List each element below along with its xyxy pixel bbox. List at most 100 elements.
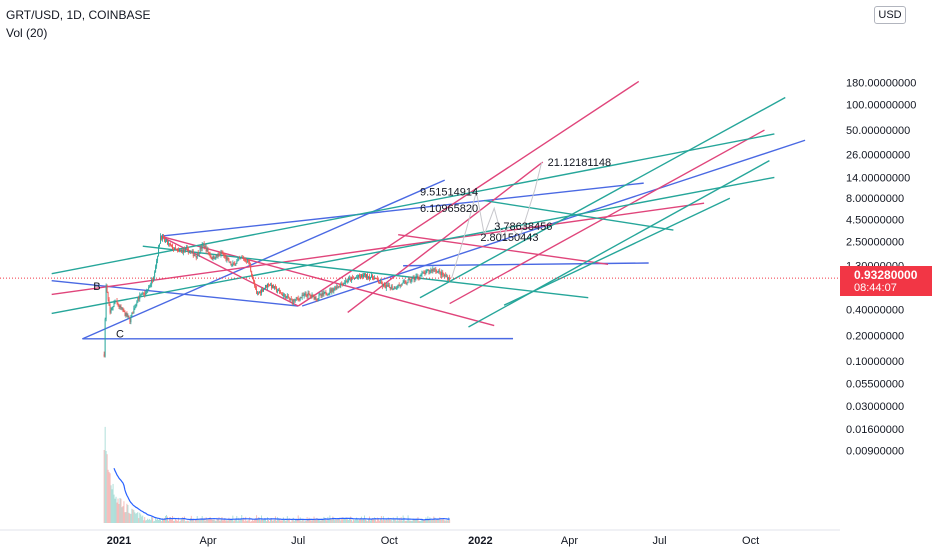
volume-bar [312, 520, 314, 523]
trend-line[interactable] [51, 176, 775, 315]
volume-bar [259, 517, 261, 523]
candle-body [305, 293, 307, 296]
candle-body [109, 305, 111, 313]
candle-body [152, 279, 154, 282]
volume-bar [120, 498, 122, 523]
volume-bar [430, 519, 432, 523]
candle-body [165, 240, 166, 242]
candle-body [383, 284, 385, 286]
candle-body [303, 294, 305, 296]
candle-body [379, 281, 381, 284]
trend-line[interactable] [51, 279, 299, 307]
candle-body [252, 275, 254, 279]
candle-body [442, 272, 444, 275]
volume-bar [416, 518, 418, 523]
volume-bar [355, 519, 357, 523]
trend-line[interactable] [398, 233, 609, 266]
volume-bar [442, 518, 444, 523]
candle-body [274, 286, 276, 288]
candle-body [164, 237, 165, 241]
volume-bar [248, 520, 250, 523]
trend-line[interactable] [51, 133, 775, 275]
currency-button[interactable]: USD [874, 6, 906, 24]
volume-bar [406, 520, 408, 523]
volume-bar [209, 516, 211, 523]
volume-bar [317, 519, 319, 523]
volume-bar [341, 518, 343, 523]
candle-body [427, 270, 429, 272]
volume-bar [305, 520, 307, 523]
volume-bar [404, 520, 406, 523]
candle-body [256, 288, 258, 294]
candle-body [272, 284, 273, 288]
volume-bar [231, 518, 233, 523]
candle-body [193, 255, 195, 257]
volume-bar [229, 518, 231, 523]
volume-bar [170, 517, 171, 523]
volume-bar [219, 520, 221, 523]
volume-bar [345, 517, 347, 523]
trend-line[interactable] [403, 262, 649, 267]
candle-body [265, 285, 266, 288]
volume-bar [374, 518, 376, 523]
trend-line[interactable] [468, 159, 770, 328]
candle-body [338, 286, 340, 288]
candle-body [145, 291, 147, 295]
volume-bar [336, 519, 338, 523]
trend-line[interactable] [419, 96, 786, 299]
volume-bar [138, 518, 140, 523]
volume-bar [360, 517, 362, 523]
candle-body [279, 291, 281, 294]
volume-bar [417, 517, 419, 523]
volume-bar [202, 518, 204, 523]
trend-line[interactable] [503, 197, 731, 306]
volume-bar [378, 520, 380, 523]
candle-body [210, 256, 212, 258]
volume-bar [307, 519, 309, 523]
candle-body [387, 284, 389, 287]
volume-bar [421, 519, 423, 523]
volume-bar [292, 517, 294, 523]
volume-bar [347, 519, 349, 523]
candle-body [344, 282, 346, 284]
volume-bar [287, 519, 289, 523]
volume-bar [152, 516, 154, 523]
volume-bar [263, 520, 264, 523]
volume-bar [375, 521, 377, 523]
time-axis[interactable]: 2021 Apr Jul Oct 2022 Apr Jul Oct [107, 535, 759, 547]
volume-bar [192, 519, 194, 523]
trend-line[interactable] [301, 139, 806, 307]
candle-body [406, 282, 408, 284]
volume-bar [379, 518, 381, 523]
volume-bar [358, 520, 360, 523]
candle-body [246, 261, 248, 263]
candle-body [121, 308, 123, 310]
volume-bar [438, 518, 440, 523]
candle-body [200, 247, 202, 249]
candle-body [184, 248, 186, 251]
price-axis[interactable]: 180.00000000 100.00000000 50.00000000 26.00… [846, 77, 916, 457]
y-tick-label: 0.01600000 [846, 424, 904, 436]
y-tick-label: 180.00000000 [846, 77, 916, 89]
volume-bar [405, 520, 407, 523]
volume-indicator-label[interactable]: Vol (20) [6, 26, 48, 40]
volume-bar [296, 519, 298, 523]
trend-line[interactable] [347, 161, 544, 314]
trend-line[interactable] [449, 129, 765, 305]
candle-body [154, 272, 156, 277]
trend-line[interactable] [160, 235, 495, 327]
volume-bar [228, 517, 230, 523]
volume-bar [146, 520, 148, 523]
trend-line[interactable] [484, 199, 674, 231]
volume-bar [131, 508, 133, 523]
volume-bar [172, 515, 173, 523]
volume-bar [121, 507, 123, 523]
candle-body [235, 263, 237, 266]
candle-body [169, 243, 170, 245]
candle-body [419, 275, 421, 278]
trend-line[interactable] [160, 182, 644, 237]
candle-body [445, 275, 447, 277]
volume-bar [285, 520, 287, 523]
candle-body [386, 285, 388, 287]
